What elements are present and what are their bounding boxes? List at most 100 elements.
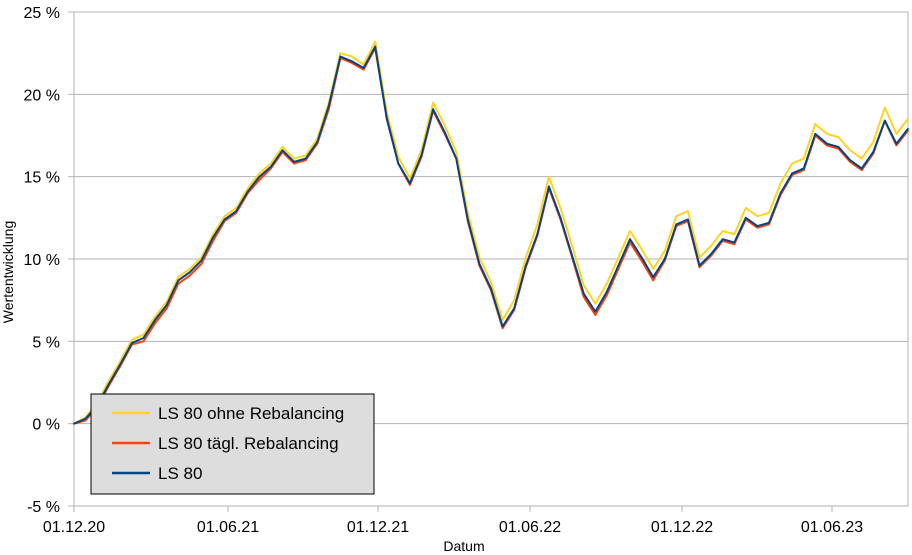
data-point-taegl (895, 144, 898, 147)
data-point-ohne (536, 223, 539, 226)
data-point-ohne (501, 319, 504, 321)
data-point-ls80 (559, 216, 562, 219)
data-point-ohne (351, 55, 353, 58)
data-point-ohne (177, 276, 180, 278)
x-tick-label: 01.12.21 (347, 519, 409, 536)
x-tick-label: 01.06.21 (197, 519, 259, 536)
data-point-ls80 (327, 105, 330, 107)
data-point-ls80 (837, 146, 840, 148)
data-point-ls80 (212, 236, 214, 239)
data-point-taegl (860, 169, 863, 172)
data-point-ohne (698, 256, 701, 259)
data-point-ohne (768, 212, 770, 214)
data-point-taegl (594, 314, 597, 316)
data-point-ohne (837, 136, 840, 139)
data-point-ls80 (513, 307, 516, 310)
data-point-taegl (733, 243, 736, 246)
data-point-ls80 (582, 292, 585, 295)
data-point-ls80 (605, 291, 608, 293)
data-point-ls80 (652, 276, 655, 278)
data-point-ohne (409, 177, 411, 180)
data-point-ohne (629, 230, 631, 232)
data-point-ls80 (188, 271, 191, 274)
data-point-ls80 (119, 363, 122, 366)
data-point-taegl (756, 226, 759, 229)
data-point-ls80 (860, 167, 863, 170)
data-point-ls80 (629, 238, 631, 241)
data-point-ohne (687, 210, 689, 213)
data-point-ohne (582, 284, 585, 287)
data-point-ls80 (826, 142, 828, 145)
data-point-ohne (524, 256, 527, 259)
data-point-ohne (188, 268, 191, 270)
data-point-ohne (513, 299, 516, 302)
data-point-ls80 (374, 45, 377, 48)
data-point-taegl (501, 327, 504, 330)
legend: LS 80 ohne Rebalancing LS 80 tägl. Rebal… (90, 393, 375, 495)
data-point-ls80 (177, 279, 180, 282)
data-point-ls80 (84, 417, 87, 420)
data-point-ohne (571, 244, 573, 247)
data-point-ls80 (270, 165, 272, 168)
data-point-ls80 (316, 141, 319, 144)
data-point-ohne (675, 215, 678, 218)
data-point-ohne (246, 187, 249, 190)
data-point-ls80 (478, 263, 481, 265)
data-point-ls80 (895, 142, 898, 145)
data-point-ls80 (675, 223, 678, 226)
data-point-ls80 (663, 258, 666, 260)
data-point-taegl (200, 263, 203, 265)
data-point-ls80 (756, 225, 759, 228)
data-point-ls80 (246, 190, 249, 193)
data-point-ohne (721, 230, 724, 232)
x-axis-ticks: 01.12.20 01.06.21 01.12.21 01.06.22 01.12.22… (43, 506, 863, 536)
data-point-ohne (490, 281, 492, 283)
data-point-ohne (907, 118, 909, 120)
data-point-ohne (374, 40, 377, 43)
data-point-ls80 (907, 127, 909, 130)
data-point-ohne (814, 123, 817, 125)
data-point-ohne (455, 151, 458, 153)
data-point-ls80 (524, 264, 527, 267)
data-point-ohne (617, 256, 620, 259)
data-point-ohne (883, 106, 886, 109)
data-point-ohne (293, 157, 295, 160)
data-point-ls80 (409, 182, 411, 185)
y-tick-label: 5 % (32, 334, 60, 351)
legend-label-taegl: LS 80 tägl. Rebalancing (158, 434, 339, 453)
data-point-taegl (409, 184, 411, 186)
data-point-taegl (362, 68, 365, 71)
data-point-ls80 (779, 192, 782, 195)
data-point-ohne (849, 149, 851, 152)
data-point-ohne (791, 162, 794, 165)
x-tick-label: 01.06.23 (801, 519, 863, 536)
data-point-ohne (304, 154, 307, 157)
data-point-ohne (779, 182, 782, 185)
x-tick-label: 01.06.22 (499, 519, 561, 536)
data-point-ohne (872, 141, 875, 144)
data-point-ls80 (293, 160, 295, 163)
series-line-taegl (73, 47, 909, 425)
data-point-ls80 (362, 67, 365, 69)
data-point-taegl (605, 294, 608, 297)
data-point-ls80 (802, 167, 805, 170)
x-tick-label: 01.12.22 (651, 519, 713, 536)
data-point-ls80 (698, 264, 701, 267)
data-point-ls80 (490, 287, 492, 290)
data-point-taegl (142, 340, 145, 343)
data-point-ls80 (814, 133, 817, 135)
data-point-taegl (640, 259, 643, 262)
data-point-ls80 (432, 108, 434, 111)
data-point-ohne (594, 302, 597, 305)
data-point-ohne (258, 172, 261, 175)
data-point-ls80 (200, 259, 203, 262)
data-point-taegl (582, 296, 585, 298)
data-point-ls80 (594, 310, 597, 313)
data-point-ls80 (744, 216, 747, 219)
data-point-taegl (293, 162, 295, 165)
data-point-ls80 (223, 218, 226, 221)
data-point-ohne (744, 207, 747, 209)
data-point-ls80 (571, 254, 573, 257)
data-point-ls80 (640, 256, 643, 259)
data-point-ls80 (883, 119, 886, 122)
